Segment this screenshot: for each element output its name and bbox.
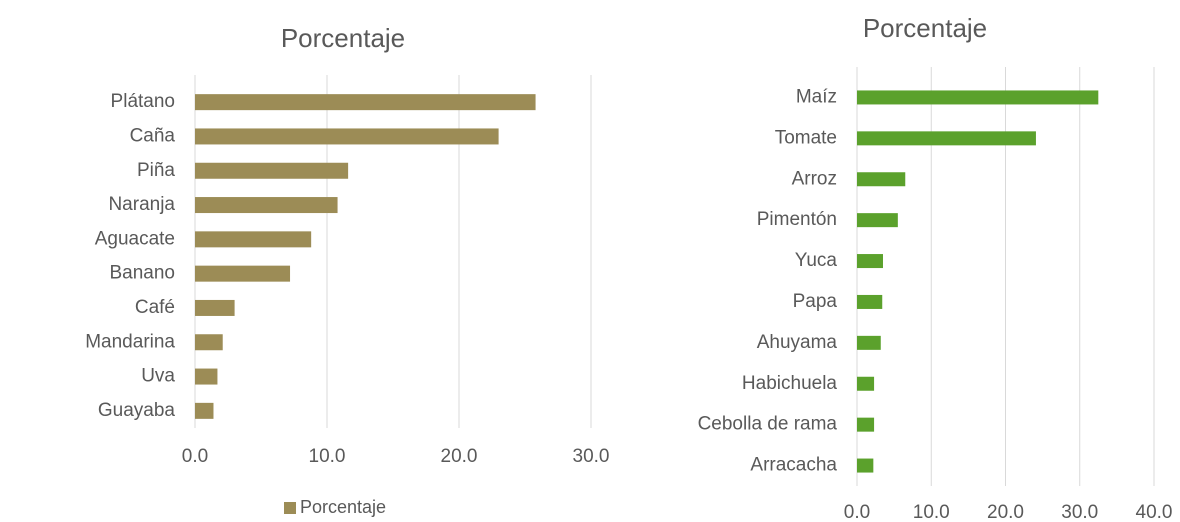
y-tick-label: Habichuela xyxy=(742,373,837,394)
bar xyxy=(857,335,881,350)
y-tick-label: Guayaba xyxy=(98,400,176,421)
bar xyxy=(857,376,875,391)
legend-label: Porcentaje xyxy=(300,497,386,517)
x-tick-label: 30.0 xyxy=(573,446,610,467)
x-tick-label: 40.0 xyxy=(1136,502,1173,522)
y-tick-label: Pimentón xyxy=(757,209,837,230)
bar xyxy=(195,162,349,179)
bar xyxy=(857,417,875,432)
x-tick-label: 0.0 xyxy=(182,446,208,467)
bar xyxy=(195,334,223,351)
bar xyxy=(857,254,883,269)
chart-title: Porcentaje xyxy=(281,23,405,53)
y-tick-label: Arroz xyxy=(792,168,837,189)
bar xyxy=(857,131,1036,146)
y-tick-label: Banano xyxy=(109,263,175,284)
bar xyxy=(857,294,883,309)
bar xyxy=(195,128,499,145)
bar xyxy=(195,402,214,419)
bar xyxy=(857,90,1099,105)
y-tick-label: Ahuyama xyxy=(757,332,838,353)
chart-title: Porcentaje xyxy=(863,13,987,43)
bar xyxy=(195,197,338,214)
bar xyxy=(195,368,218,385)
bar xyxy=(195,94,536,111)
y-tick-label: Uva xyxy=(141,366,175,387)
x-tick-label: 20.0 xyxy=(987,502,1024,522)
y-tick-label: Tomate xyxy=(775,127,837,148)
x-tick-label: 10.0 xyxy=(309,446,346,467)
y-tick-label: Arracacha xyxy=(750,455,837,476)
y-tick-label: Mandarina xyxy=(85,331,175,352)
x-tick-label: 30.0 xyxy=(1061,502,1098,522)
y-tick-label: Caña xyxy=(130,125,176,146)
y-tick-label: Naranja xyxy=(108,194,175,215)
x-tick-label: 10.0 xyxy=(913,502,950,522)
y-tick-label: Aguacate xyxy=(95,228,175,249)
bar xyxy=(195,265,291,282)
x-tick-label: 0.0 xyxy=(844,502,870,522)
bar xyxy=(195,299,235,316)
x-tick-label: 20.0 xyxy=(441,446,478,467)
bar xyxy=(195,231,312,248)
y-tick-label: Piña xyxy=(137,160,175,181)
y-tick-label: Café xyxy=(135,297,175,318)
y-tick-label: Maíz xyxy=(796,86,837,107)
y-tick-label: Papa xyxy=(793,291,838,312)
y-tick-label: Yuca xyxy=(795,250,838,271)
y-tick-label: Cebolla de rama xyxy=(698,414,838,435)
legend-swatch xyxy=(284,502,296,514)
bar xyxy=(857,458,874,473)
bar xyxy=(857,172,906,187)
bar xyxy=(857,213,898,228)
y-tick-label: Plátano xyxy=(111,91,175,112)
